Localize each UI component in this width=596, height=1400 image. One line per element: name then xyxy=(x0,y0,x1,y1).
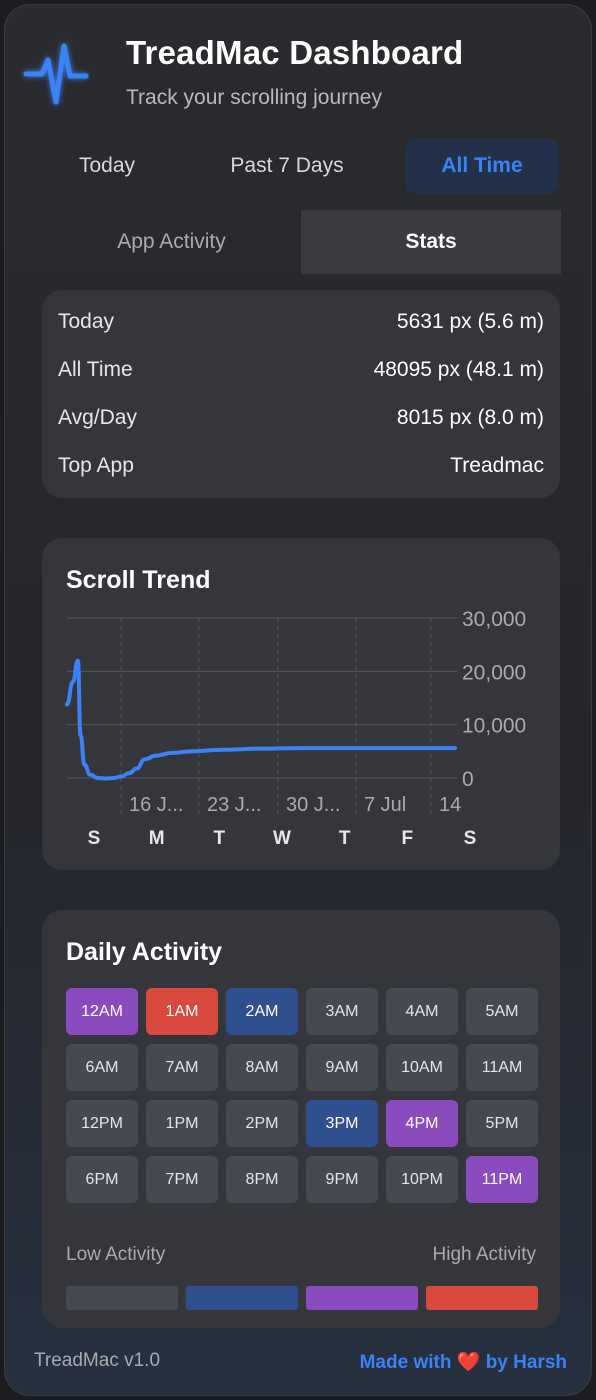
app-subtitle: Track your scrolling journey xyxy=(126,86,382,109)
y-tick-label: 10,000 xyxy=(462,715,526,738)
scroll-trend-title: Scroll Trend xyxy=(66,566,211,594)
day-label: S xyxy=(88,828,101,849)
hour-cell-10pm[interactable]: 10PM xyxy=(386,1156,458,1203)
hour-cell-12pm[interactable]: 12PM xyxy=(66,1100,138,1147)
tab-past-7-days[interactable]: Past 7 Days xyxy=(230,154,344,177)
stat-label: Top App xyxy=(58,454,134,477)
credit-prefix: Made with xyxy=(359,1352,452,1373)
day-label: T xyxy=(339,828,351,849)
y-tick-label: 30,000 xyxy=(462,608,526,631)
hour-cell-3am[interactable]: 3AM xyxy=(306,988,378,1035)
stat-value: 48095 px (48.1 m) xyxy=(373,358,544,381)
hour-cell-11am[interactable]: 11AM xyxy=(466,1044,538,1091)
legend-swatch-3 xyxy=(306,1286,418,1310)
tab-app-activity[interactable]: App Activity xyxy=(117,230,226,253)
hour-cell-7pm[interactable]: 7PM xyxy=(146,1156,218,1203)
credit-link[interactable]: Made with ❤️ by Harsh xyxy=(360,1350,567,1374)
legend-high-label: High Activity xyxy=(432,1244,536,1265)
legend-swatch-2 xyxy=(186,1286,298,1310)
stat-row-all-time: All Time 48095 px (48.1 m) xyxy=(58,358,544,388)
hour-cell-6am[interactable]: 6AM xyxy=(66,1044,138,1091)
hour-cell-3pm[interactable]: 3PM xyxy=(306,1100,378,1147)
hour-cell-11pm[interactable]: 11PM xyxy=(466,1156,538,1203)
y-tick-label: 0 xyxy=(462,768,474,791)
stat-value: Treadmac xyxy=(450,454,544,477)
stat-label: Avg/Day xyxy=(58,406,137,429)
x-tick-label: 14 xyxy=(439,794,461,816)
stat-row-avg-day: Avg/Day 8015 px (8.0 m) xyxy=(58,406,544,436)
legend-low-label: Low Activity xyxy=(66,1244,166,1265)
x-tick-label: 16 J... xyxy=(129,794,183,816)
legend-swatch-4 xyxy=(426,1286,538,1310)
tab-today[interactable]: Today xyxy=(78,154,136,177)
stat-value: 8015 px (8.0 m) xyxy=(396,406,544,429)
hour-cell-2am[interactable]: 2AM xyxy=(226,988,298,1035)
day-label: W xyxy=(273,828,291,849)
stat-row-top-app: Top App Treadmac xyxy=(58,454,544,484)
y-tick-label: 20,000 xyxy=(462,661,526,684)
hour-cell-1pm[interactable]: 1PM xyxy=(146,1100,218,1147)
stat-row-today: Today 5631 px (5.6 m) xyxy=(58,310,544,340)
hour-cell-8am[interactable]: 8AM xyxy=(226,1044,298,1091)
hour-cell-9pm[interactable]: 9PM xyxy=(306,1156,378,1203)
hour-cell-10am[interactable]: 10AM xyxy=(386,1044,458,1091)
hour-cell-12am[interactable]: 12AM xyxy=(66,988,138,1035)
x-tick-label: 7 Jul xyxy=(364,794,406,816)
hour-cell-5pm[interactable]: 5PM xyxy=(466,1100,538,1147)
stat-label: Today xyxy=(58,310,115,333)
tab-stats[interactable]: Stats xyxy=(301,210,561,274)
hour-cell-8pm[interactable]: 8PM xyxy=(226,1156,298,1203)
range-tab-bar: Today Past 7 Days All Time xyxy=(4,138,592,196)
hour-cell-4am[interactable]: 4AM xyxy=(386,988,458,1035)
hour-cell-5am[interactable]: 5AM xyxy=(466,988,538,1035)
heart-icon: ❤️ xyxy=(456,1352,481,1373)
scroll-trend-card: Scroll Trend 30,000 20,000 10,000 0 16 J... 2… xyxy=(42,538,560,870)
stat-label: All Time xyxy=(58,358,133,381)
stat-value: 5631 px (5.6 m) xyxy=(396,310,544,333)
credit-suffix: by Harsh xyxy=(485,1352,567,1373)
daily-activity-card: Daily Activity 12AM 1AM 2AM 3AM 4AM 5AM 6AM 7AM… xyxy=(42,910,560,1328)
dashboard-window: TreadMac Dashboard Track your scrolling … xyxy=(4,4,592,1396)
pulse-icon xyxy=(23,43,89,105)
version-label: TreadMac v1.0 xyxy=(34,1350,161,1371)
trend-line xyxy=(65,658,457,781)
daily-activity-title: Daily Activity xyxy=(66,938,223,966)
hour-cell-9am[interactable]: 9AM xyxy=(306,1044,378,1091)
tab-all-time[interactable]: All Time xyxy=(405,138,559,194)
hour-cell-7am[interactable]: 7AM xyxy=(146,1044,218,1091)
hour-cell-2pm[interactable]: 2PM xyxy=(226,1100,298,1147)
hour-cell-6pm[interactable]: 6PM xyxy=(66,1156,138,1203)
hour-cell-1am[interactable]: 1AM xyxy=(146,988,218,1035)
day-label: T xyxy=(214,828,226,849)
day-label: S xyxy=(464,828,477,849)
hour-grid: 12AM 1AM 2AM 3AM 4AM 5AM 6AM 7AM 8AM 9AM 10AM 11AM 1… xyxy=(66,988,546,1203)
x-tick-label: 30 J... xyxy=(286,794,340,816)
scroll-trend-chart: 30,000 20,000 10,000 0 16 J... 23 J... 30 J...… xyxy=(65,608,526,849)
day-label: M xyxy=(149,828,165,849)
x-tick-label: 23 J... xyxy=(207,794,261,816)
legend-swatch-1 xyxy=(66,1286,178,1310)
header: TreadMac Dashboard Track your scrolling … xyxy=(4,4,592,134)
app-title: TreadMac Dashboard xyxy=(126,34,464,71)
view-tab-bar: App Activity Stats xyxy=(42,210,562,274)
day-label: F xyxy=(402,828,414,849)
stats-card: Today 5631 px (5.6 m) All Time 48095 px … xyxy=(42,290,560,498)
hour-cell-4pm[interactable]: 4PM xyxy=(386,1100,458,1147)
